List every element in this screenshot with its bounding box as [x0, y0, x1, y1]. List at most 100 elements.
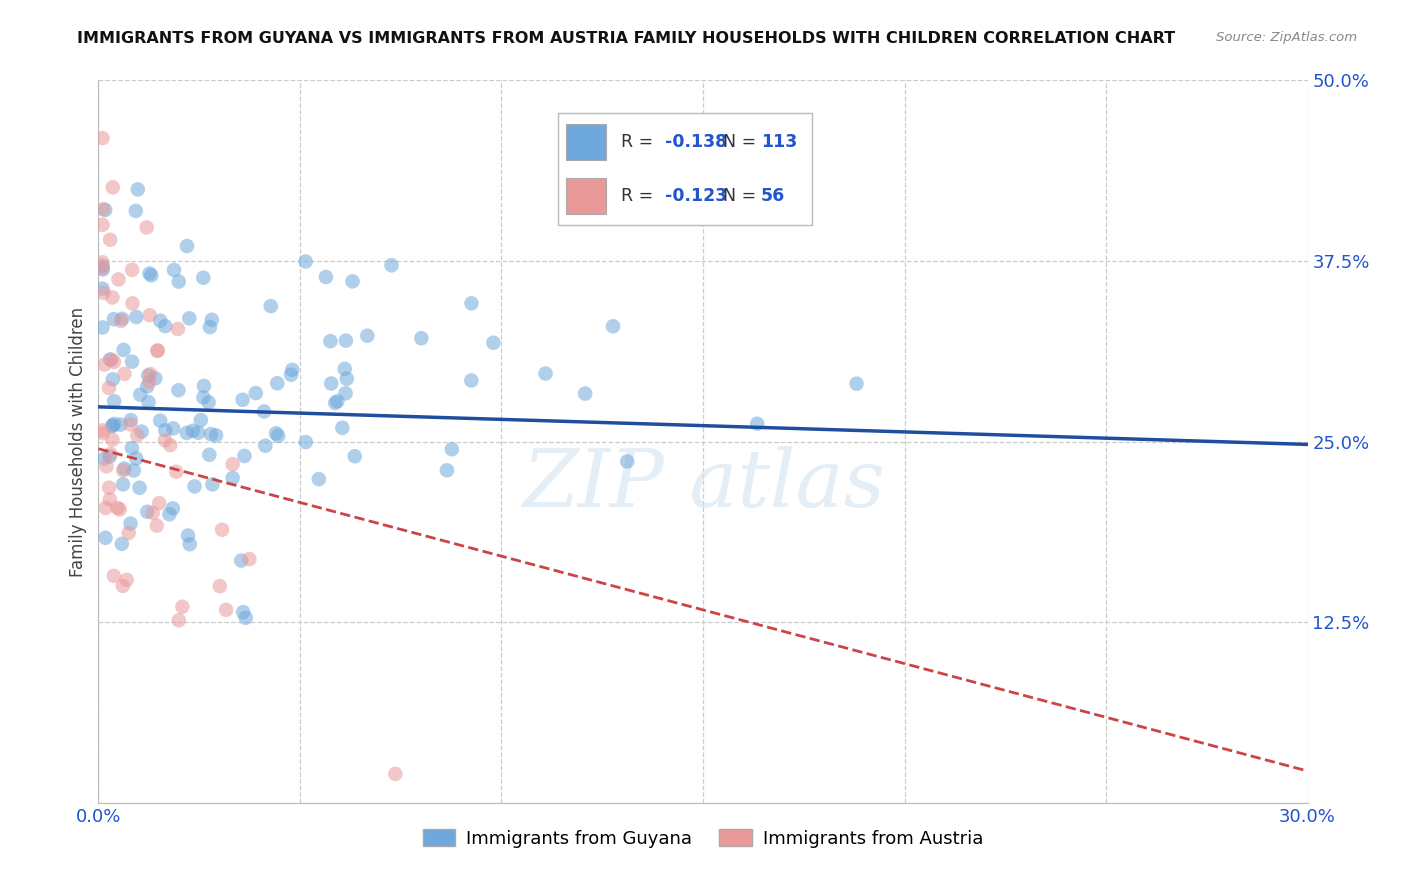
Point	[335, 334, 357, 348]
Point	[91, 320, 114, 334]
Point	[121, 354, 143, 368]
Point	[98, 450, 121, 464]
Point	[260, 299, 283, 313]
Point	[111, 477, 134, 491]
Point	[128, 481, 150, 495]
Point	[179, 537, 201, 551]
Point	[136, 505, 159, 519]
Point	[103, 417, 125, 431]
Point	[281, 363, 304, 377]
Point	[114, 367, 136, 381]
Point	[121, 441, 143, 455]
Point	[167, 275, 190, 289]
Point	[138, 308, 160, 322]
Point	[221, 457, 243, 471]
Point	[112, 461, 135, 475]
Point	[315, 270, 337, 285]
Point	[201, 312, 224, 326]
Point	[336, 372, 359, 386]
Point	[138, 375, 160, 389]
Point	[190, 413, 212, 427]
Point	[112, 343, 135, 357]
Point	[534, 367, 557, 381]
Point	[153, 434, 176, 448]
Point	[167, 322, 190, 336]
Point	[111, 311, 134, 326]
Point	[232, 392, 254, 407]
Point	[460, 296, 482, 310]
Point	[121, 262, 143, 277]
Point	[266, 376, 288, 391]
Point	[208, 579, 231, 593]
Point	[146, 343, 169, 358]
Point	[197, 395, 219, 409]
Point	[267, 429, 290, 443]
Point	[94, 531, 117, 545]
Point	[138, 267, 160, 281]
Point	[141, 268, 163, 283]
Point	[343, 450, 366, 464]
Point	[91, 424, 114, 438]
Point	[98, 352, 121, 367]
Point	[482, 335, 505, 350]
Point	[384, 767, 406, 781]
Point	[201, 477, 224, 491]
Point	[96, 459, 118, 474]
Point	[110, 314, 132, 328]
Point	[94, 500, 117, 515]
Point	[159, 438, 181, 452]
Point	[342, 274, 364, 288]
Point	[845, 376, 868, 391]
Point	[129, 387, 152, 401]
Point	[120, 417, 142, 432]
Text: Source: ZipAtlas.com: Source: ZipAtlas.com	[1216, 31, 1357, 45]
Point	[107, 500, 129, 515]
Point	[233, 449, 256, 463]
Point	[136, 368, 159, 383]
Point	[111, 537, 134, 551]
Point	[167, 613, 190, 627]
Point	[101, 419, 124, 434]
Point	[91, 131, 114, 145]
Point	[127, 182, 149, 196]
Point	[148, 496, 170, 510]
Point	[101, 290, 124, 304]
Point	[103, 394, 125, 409]
Point	[139, 367, 162, 381]
Text: ZIP atlas: ZIP atlas	[522, 446, 884, 524]
Point	[333, 362, 356, 376]
Point	[323, 396, 346, 410]
Point	[157, 508, 180, 522]
Point	[146, 518, 169, 533]
Point	[294, 254, 316, 268]
Point	[172, 599, 194, 614]
Point	[91, 218, 114, 232]
Point	[440, 442, 463, 457]
Point	[101, 372, 124, 386]
Point	[221, 471, 243, 485]
Point	[93, 358, 115, 372]
Point	[183, 479, 205, 493]
Point	[231, 553, 253, 567]
Point	[747, 417, 769, 431]
Point	[411, 331, 433, 345]
Point	[253, 404, 276, 418]
Legend: Immigrants from Guyana, Immigrants from Austria: Immigrants from Guyana, Immigrants from …	[416, 822, 990, 855]
Point	[101, 433, 124, 447]
Point	[149, 314, 172, 328]
Point	[460, 374, 482, 388]
Point	[155, 423, 177, 437]
Point	[91, 202, 114, 216]
Point	[177, 528, 200, 542]
Point	[98, 492, 121, 507]
Point	[98, 233, 121, 247]
Point	[125, 310, 148, 324]
Point	[238, 552, 260, 566]
Point	[254, 439, 277, 453]
Point	[91, 259, 114, 273]
Point	[436, 463, 458, 477]
Point	[122, 463, 145, 477]
Point	[138, 395, 160, 409]
Point	[198, 320, 221, 334]
Point	[193, 391, 215, 405]
